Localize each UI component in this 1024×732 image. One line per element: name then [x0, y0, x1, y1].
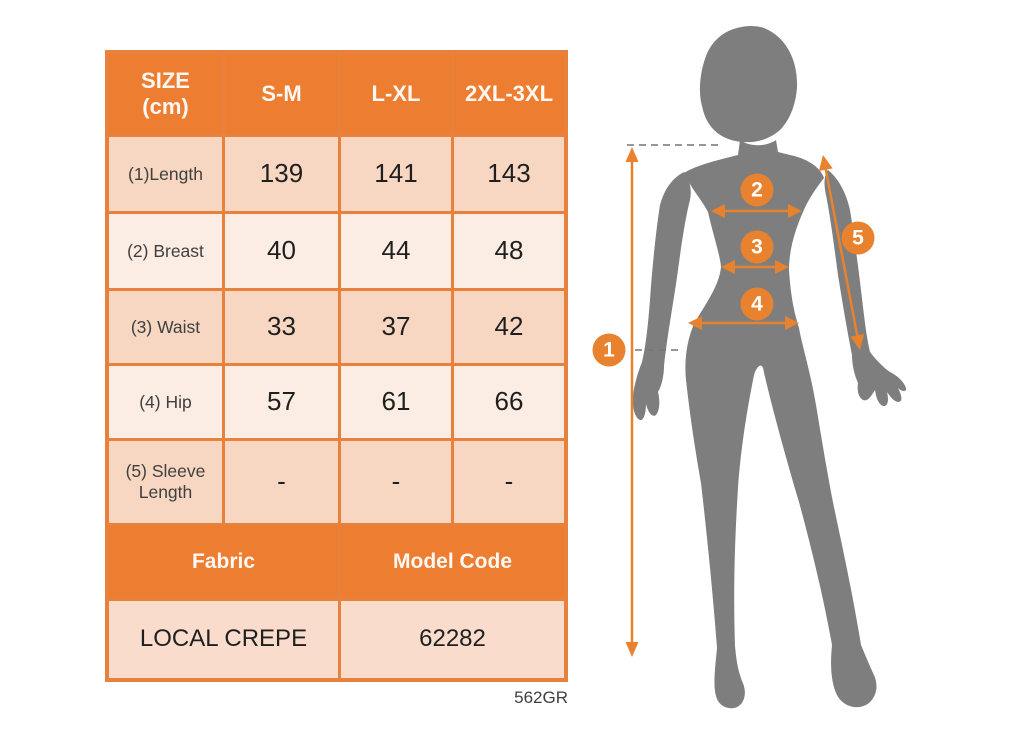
row-label-waist: (3) Waist	[109, 291, 222, 363]
value-waist-2xl3xl: 42	[454, 291, 564, 363]
marker-4: 4	[740, 287, 774, 321]
value-sleeve-2xl3xl: -	[454, 441, 564, 523]
style-code-footnote: 562GR	[514, 688, 568, 707]
col-header-lxl: L-XL	[341, 54, 451, 134]
breast-arrow	[711, 204, 802, 218]
size-unit-header: SIZE (cm)	[109, 54, 222, 134]
unit-header-label: (cm)	[142, 94, 189, 119]
marker-3-label: 3	[751, 236, 763, 259]
value-waist-sm: 33	[225, 291, 338, 363]
value-length-2xl3xl: 143	[454, 137, 564, 211]
hip-arrow	[688, 316, 799, 330]
silhouette-head	[699, 26, 798, 143]
marker-2-label: 2	[751, 179, 763, 202]
row-label-breast: (2) Breast	[109, 214, 222, 288]
arrowhead-down-icon	[625, 642, 639, 657]
value-breast-lxl: 44	[341, 214, 451, 288]
marker-5: 5	[841, 221, 875, 255]
row-label-sleeve: (5) Sleeve Length	[109, 441, 222, 523]
col-header-sm: S-M	[225, 54, 338, 134]
value-waist-lxl: 37	[341, 291, 451, 363]
value-breast-2xl3xl: 48	[454, 214, 564, 288]
value-hip-sm: 57	[225, 366, 338, 438]
value-sleeve-sm: -	[225, 441, 338, 523]
row-label-hip: (4) Hip	[109, 366, 222, 438]
reference-dashed-lines	[627, 144, 723, 351]
marker-3: 3	[740, 230, 774, 264]
marker-1-label: 1	[603, 339, 615, 362]
marker-1: 1	[592, 333, 626, 367]
waist-arrow	[721, 260, 789, 274]
marker-4-label: 4	[751, 293, 763, 316]
marker-5-label: 5	[852, 227, 864, 250]
silhouette-left-arm	[632, 172, 691, 421]
model-code-value: 62282	[341, 601, 564, 678]
row-label-length: (1)Length	[109, 137, 222, 211]
model-code-header: Model Code	[341, 526, 564, 598]
sleeve-arrow	[818, 155, 865, 350]
measurement-arrows	[625, 147, 865, 657]
size-header-label: SIZE	[141, 67, 190, 93]
value-hip-lxl: 61	[341, 366, 451, 438]
fabric-value: LOCAL CREPE	[109, 601, 338, 678]
length-arrow	[625, 147, 639, 657]
measurement-markers: 1 2 3 4 5	[592, 173, 875, 367]
size-chart-table: SIZE (cm) S-M L-XL 2XL-3XL (1)Length 139…	[105, 50, 568, 682]
value-hip-2xl3xl: 66	[454, 366, 564, 438]
silhouette-body	[684, 140, 877, 709]
marker-2: 2	[740, 173, 774, 207]
value-length-sm: 139	[225, 137, 338, 211]
female-silhouette	[632, 26, 907, 709]
fabric-header: Fabric	[109, 526, 338, 598]
value-length-lxl: 141	[341, 137, 451, 211]
value-sleeve-lxl: -	[341, 441, 451, 523]
arrowhead-up-icon	[625, 147, 639, 162]
silhouette-right-arm	[824, 170, 907, 407]
measurement-figure: 1 2 3 4 5	[592, 26, 907, 709]
col-header-2xl3xl: 2XL-3XL	[454, 54, 564, 134]
value-breast-sm: 40	[225, 214, 338, 288]
